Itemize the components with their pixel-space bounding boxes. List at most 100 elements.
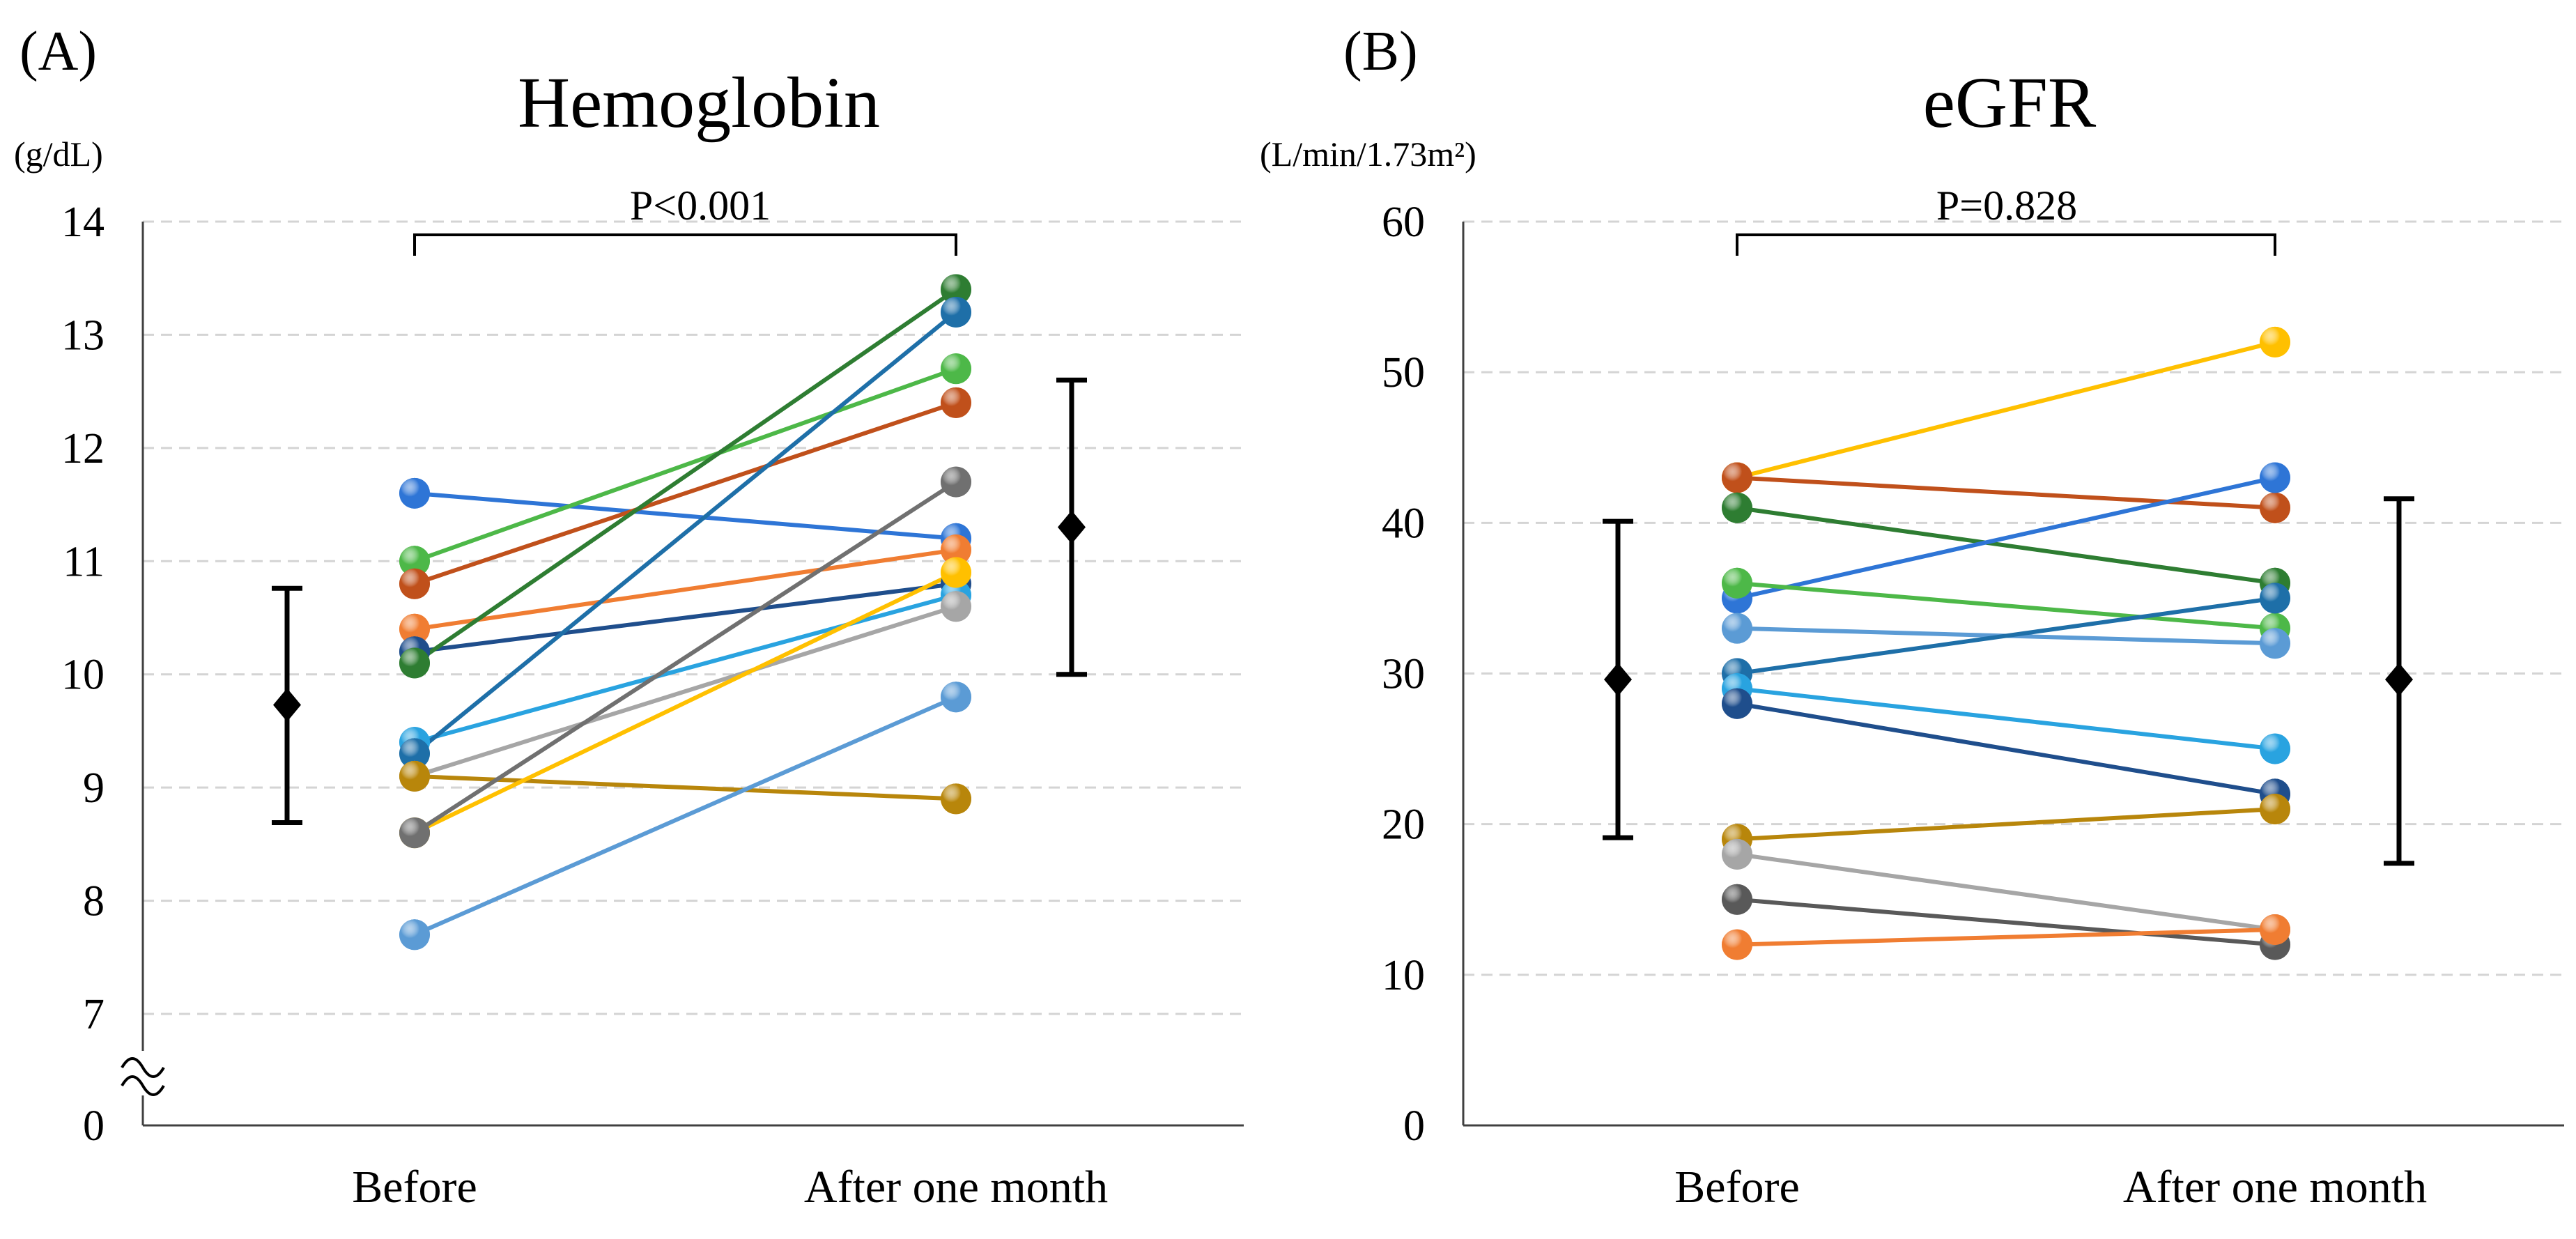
patient-line bbox=[413, 287, 957, 665]
significance-bracket bbox=[413, 233, 957, 256]
x-category-label: After one month bbox=[804, 1162, 1108, 1213]
patient-point-shine bbox=[2260, 914, 2290, 945]
patient-point-shine bbox=[941, 682, 971, 713]
patient-line bbox=[1736, 505, 2276, 585]
patient-point-shine bbox=[2260, 794, 2290, 825]
patient-point-shine bbox=[1722, 838, 1752, 870]
patient-line bbox=[414, 548, 957, 631]
patient-point-shine bbox=[2260, 628, 2290, 659]
patient-line bbox=[413, 570, 957, 835]
patient-point-shine bbox=[2260, 462, 2290, 493]
patient-point-shine bbox=[399, 817, 430, 849]
patient-line bbox=[413, 367, 957, 564]
y-tick-label: 30 bbox=[1382, 651, 1425, 698]
mean-marker bbox=[2385, 663, 2413, 697]
patient-line bbox=[413, 310, 957, 755]
patient-point-shine bbox=[1722, 688, 1752, 719]
y-tick-label: 20 bbox=[1382, 801, 1425, 849]
patient-point-shine bbox=[399, 647, 430, 679]
y-tick-label: 10 bbox=[1382, 952, 1425, 999]
patient-line bbox=[414, 401, 957, 586]
patient-line bbox=[413, 695, 957, 937]
patient-point-shine bbox=[1722, 492, 1752, 523]
patient-point-shine bbox=[1722, 613, 1752, 644]
mean-marker bbox=[1604, 663, 1632, 697]
patient-point-shine bbox=[399, 760, 430, 792]
patient-point-shine bbox=[399, 477, 430, 509]
axis-break-icon bbox=[121, 1075, 165, 1096]
patient-point-shine bbox=[941, 534, 971, 566]
patient-line bbox=[1736, 701, 2276, 796]
patient-line bbox=[1736, 580, 2276, 631]
y-tick-label-zero: 0 bbox=[83, 1102, 105, 1150]
y-tick-label: 50 bbox=[1382, 349, 1425, 397]
y-tick-label: 8 bbox=[83, 878, 105, 925]
patient-line bbox=[1736, 807, 2276, 842]
chart-title: Hemoglobin bbox=[518, 63, 880, 143]
patient-line bbox=[1736, 686, 2276, 751]
panel-label: (A) bbox=[20, 21, 97, 82]
patient-point-shine bbox=[1722, 462, 1752, 493]
x-category-label: Before bbox=[1674, 1162, 1800, 1213]
patient-line bbox=[414, 581, 957, 654]
patient-line bbox=[1736, 927, 2276, 947]
patient-point-shine bbox=[2260, 733, 2290, 764]
patient-line bbox=[1736, 340, 2276, 480]
patient-line bbox=[413, 480, 957, 835]
panel-egfr: 0 10 20 30 40 50 60 Before After one month (B) eGF… bbox=[1260, 21, 2564, 1213]
patient-line bbox=[1736, 475, 2276, 601]
patient-point-shine bbox=[399, 738, 430, 769]
x-category-label: Before bbox=[352, 1162, 477, 1213]
patient-point-shine bbox=[2260, 492, 2290, 523]
patient-point-shine bbox=[1722, 567, 1752, 599]
patient-line bbox=[1736, 596, 2276, 676]
patient-point-shine bbox=[2260, 326, 2290, 357]
patient-point-shine bbox=[941, 296, 971, 328]
patient-point-shine bbox=[399, 568, 430, 599]
y-tick-label: 40 bbox=[1382, 500, 1425, 547]
patient-line bbox=[414, 491, 957, 541]
patient-point-shine bbox=[941, 557, 971, 588]
patient-point-shine bbox=[1722, 884, 1752, 915]
chart-title: eGFR bbox=[1923, 63, 2097, 143]
y-tick-label: 14 bbox=[61, 199, 105, 246]
panel-hemoglobin: 7 8 9 10 11 12 13 14 0 Before After one month (A) He… bbox=[14, 21, 1244, 1213]
patient-point-shine bbox=[399, 546, 430, 577]
significance-bracket bbox=[1736, 233, 2276, 256]
patient-point-shine bbox=[941, 387, 971, 418]
mean-marker bbox=[1058, 510, 1086, 544]
patient-point-shine bbox=[941, 466, 971, 498]
patient-line bbox=[1736, 475, 2276, 510]
patient-line bbox=[414, 593, 957, 745]
patient-point-shine bbox=[941, 783, 971, 815]
patient-point-shine bbox=[399, 613, 430, 645]
y-tick-label: 11 bbox=[63, 538, 105, 585]
y-tick-label: 13 bbox=[61, 311, 105, 359]
mean-marker bbox=[273, 688, 301, 722]
patient-line bbox=[414, 774, 957, 801]
y-axis-unit-label: (g/dL) bbox=[14, 134, 103, 174]
patient-point-shine bbox=[941, 274, 971, 305]
patient-line bbox=[1736, 897, 2276, 947]
patient-line bbox=[1736, 852, 2276, 932]
patient-line bbox=[414, 604, 957, 778]
patient-point-shine bbox=[941, 353, 971, 385]
patient-point-shine bbox=[399, 919, 430, 951]
patient-point-shine bbox=[1722, 929, 1752, 960]
y-tick-label: 7 bbox=[83, 991, 105, 1038]
x-category-label: After one month bbox=[2123, 1162, 2427, 1213]
y-tick-label: 9 bbox=[83, 764, 105, 812]
y-tick-label: 12 bbox=[61, 425, 105, 472]
p-value-label: P=0.828 bbox=[1936, 183, 2077, 229]
patient-point-shine bbox=[2260, 583, 2290, 614]
p-value-label: P<0.001 bbox=[630, 183, 771, 229]
y-axis-unit-label: (L/min/1.73m²) bbox=[1260, 134, 1476, 174]
panel-label: (B) bbox=[1343, 21, 1418, 82]
axis-break-icon bbox=[121, 1057, 165, 1078]
y-tick-label: 0 bbox=[1403, 1102, 1425, 1150]
y-tick-label: 10 bbox=[61, 652, 105, 699]
patient-point-shine bbox=[941, 591, 971, 622]
y-tick-label: 60 bbox=[1382, 199, 1425, 246]
